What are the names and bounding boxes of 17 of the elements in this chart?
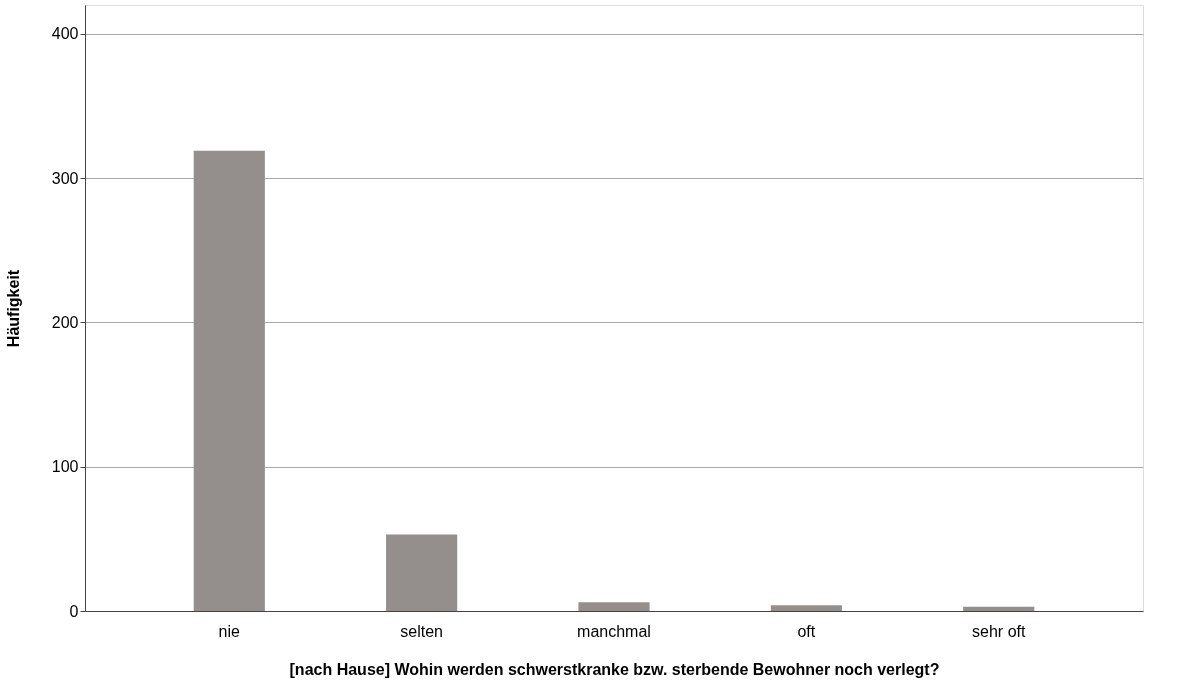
x-tick-label: oft bbox=[797, 622, 816, 640]
x-tick-label: manchmal bbox=[577, 622, 651, 640]
y-tick-label: 100 bbox=[51, 458, 79, 476]
y-tick-label: 300 bbox=[51, 169, 79, 187]
bar bbox=[770, 605, 842, 611]
bar bbox=[386, 534, 458, 611]
y-tick-label: 0 bbox=[69, 602, 79, 620]
x-axis-title: [nach Hause] Wohin werden schwerstkranke bzw. sterbende Bewohner noch verlegt? bbox=[289, 660, 940, 678]
bar bbox=[578, 602, 650, 611]
x-tick-label: nie bbox=[218, 622, 241, 640]
bar bbox=[193, 150, 265, 611]
bar bbox=[963, 606, 1035, 611]
y-axis-title: Häufigkeit bbox=[4, 269, 22, 348]
y-tick-label: 200 bbox=[51, 313, 79, 331]
x-tick-label: sehr oft bbox=[972, 622, 1026, 640]
x-tick-label: selten bbox=[400, 622, 443, 640]
y-tick-label: 400 bbox=[51, 25, 79, 43]
